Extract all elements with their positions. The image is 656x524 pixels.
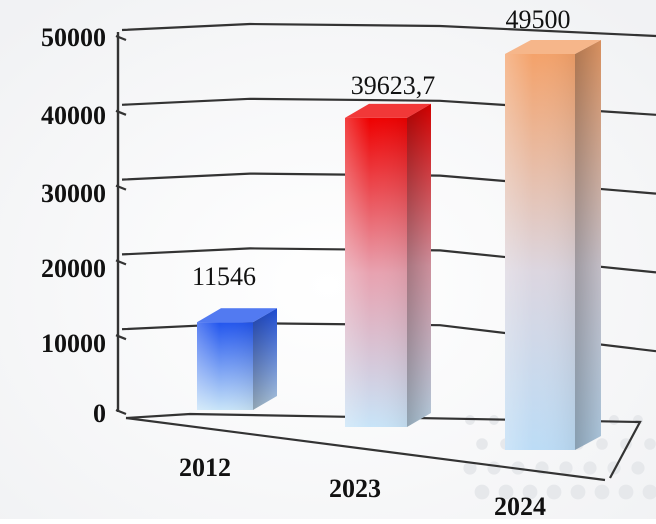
x-tick-label-2023: 2023 bbox=[329, 474, 381, 503]
x-axis-labels: 2012 2023 2024 bbox=[179, 453, 546, 521]
bar-side-shade bbox=[575, 40, 601, 450]
gridline bbox=[121, 22, 656, 38]
background-dot bbox=[463, 461, 477, 475]
bar-front-sheen bbox=[345, 117, 407, 427]
background-dot bbox=[631, 461, 645, 475]
bar-front-sheen bbox=[197, 322, 253, 410]
bar-2024 bbox=[505, 40, 601, 450]
bar-top-highlight bbox=[197, 308, 277, 323]
y-tick-label: 30000 bbox=[41, 179, 106, 208]
y-tick-label: 20000 bbox=[41, 254, 106, 283]
background-dot bbox=[644, 438, 656, 450]
background-dot bbox=[642, 484, 656, 500]
bar-2023 bbox=[345, 103, 431, 427]
bar-top bbox=[505, 40, 601, 54]
bar-2012 bbox=[197, 308, 277, 410]
bar-top-highlight bbox=[345, 103, 431, 118]
floor-front-edge bbox=[125, 416, 606, 482]
data-label-2023: 39623,7 bbox=[351, 71, 436, 100]
y-tick-label: 10000 bbox=[41, 329, 106, 358]
background-dot bbox=[498, 484, 514, 500]
y-tick-label: 50000 bbox=[41, 23, 106, 52]
data-label-2024: 49500 bbox=[506, 5, 571, 34]
background-dot bbox=[522, 484, 538, 500]
bars bbox=[197, 40, 601, 450]
background-dot bbox=[596, 438, 608, 450]
y-axis-ticks: 0 10000 20000 30000 40000 50000 bbox=[41, 23, 106, 428]
data-label-2012: 11546 bbox=[192, 262, 256, 291]
background-dot bbox=[583, 461, 597, 475]
bar-top bbox=[197, 308, 277, 323]
y-tick-label: 40000 bbox=[41, 101, 106, 130]
x-tick-label-2012: 2012 bbox=[179, 453, 231, 482]
bar-side-shade bbox=[253, 308, 277, 410]
background-dot bbox=[559, 461, 573, 475]
bar-side-shade bbox=[407, 103, 431, 427]
bar-front-sheen bbox=[505, 54, 575, 450]
background-dot bbox=[594, 484, 610, 500]
background-dot bbox=[476, 438, 488, 450]
background-dot bbox=[546, 484, 562, 500]
background-dot bbox=[487, 461, 501, 475]
background-dot bbox=[609, 415, 619, 425]
x-tick-label-2024: 2024 bbox=[494, 492, 546, 519]
data-labels: 11546 39623,7 49500 bbox=[192, 5, 571, 291]
y-tick-label: 0 bbox=[93, 399, 106, 428]
background-dot bbox=[618, 484, 634, 500]
bar-top-highlight bbox=[505, 40, 601, 54]
background-dot bbox=[570, 484, 586, 500]
background-dot bbox=[474, 484, 490, 500]
bar-top bbox=[345, 103, 431, 118]
